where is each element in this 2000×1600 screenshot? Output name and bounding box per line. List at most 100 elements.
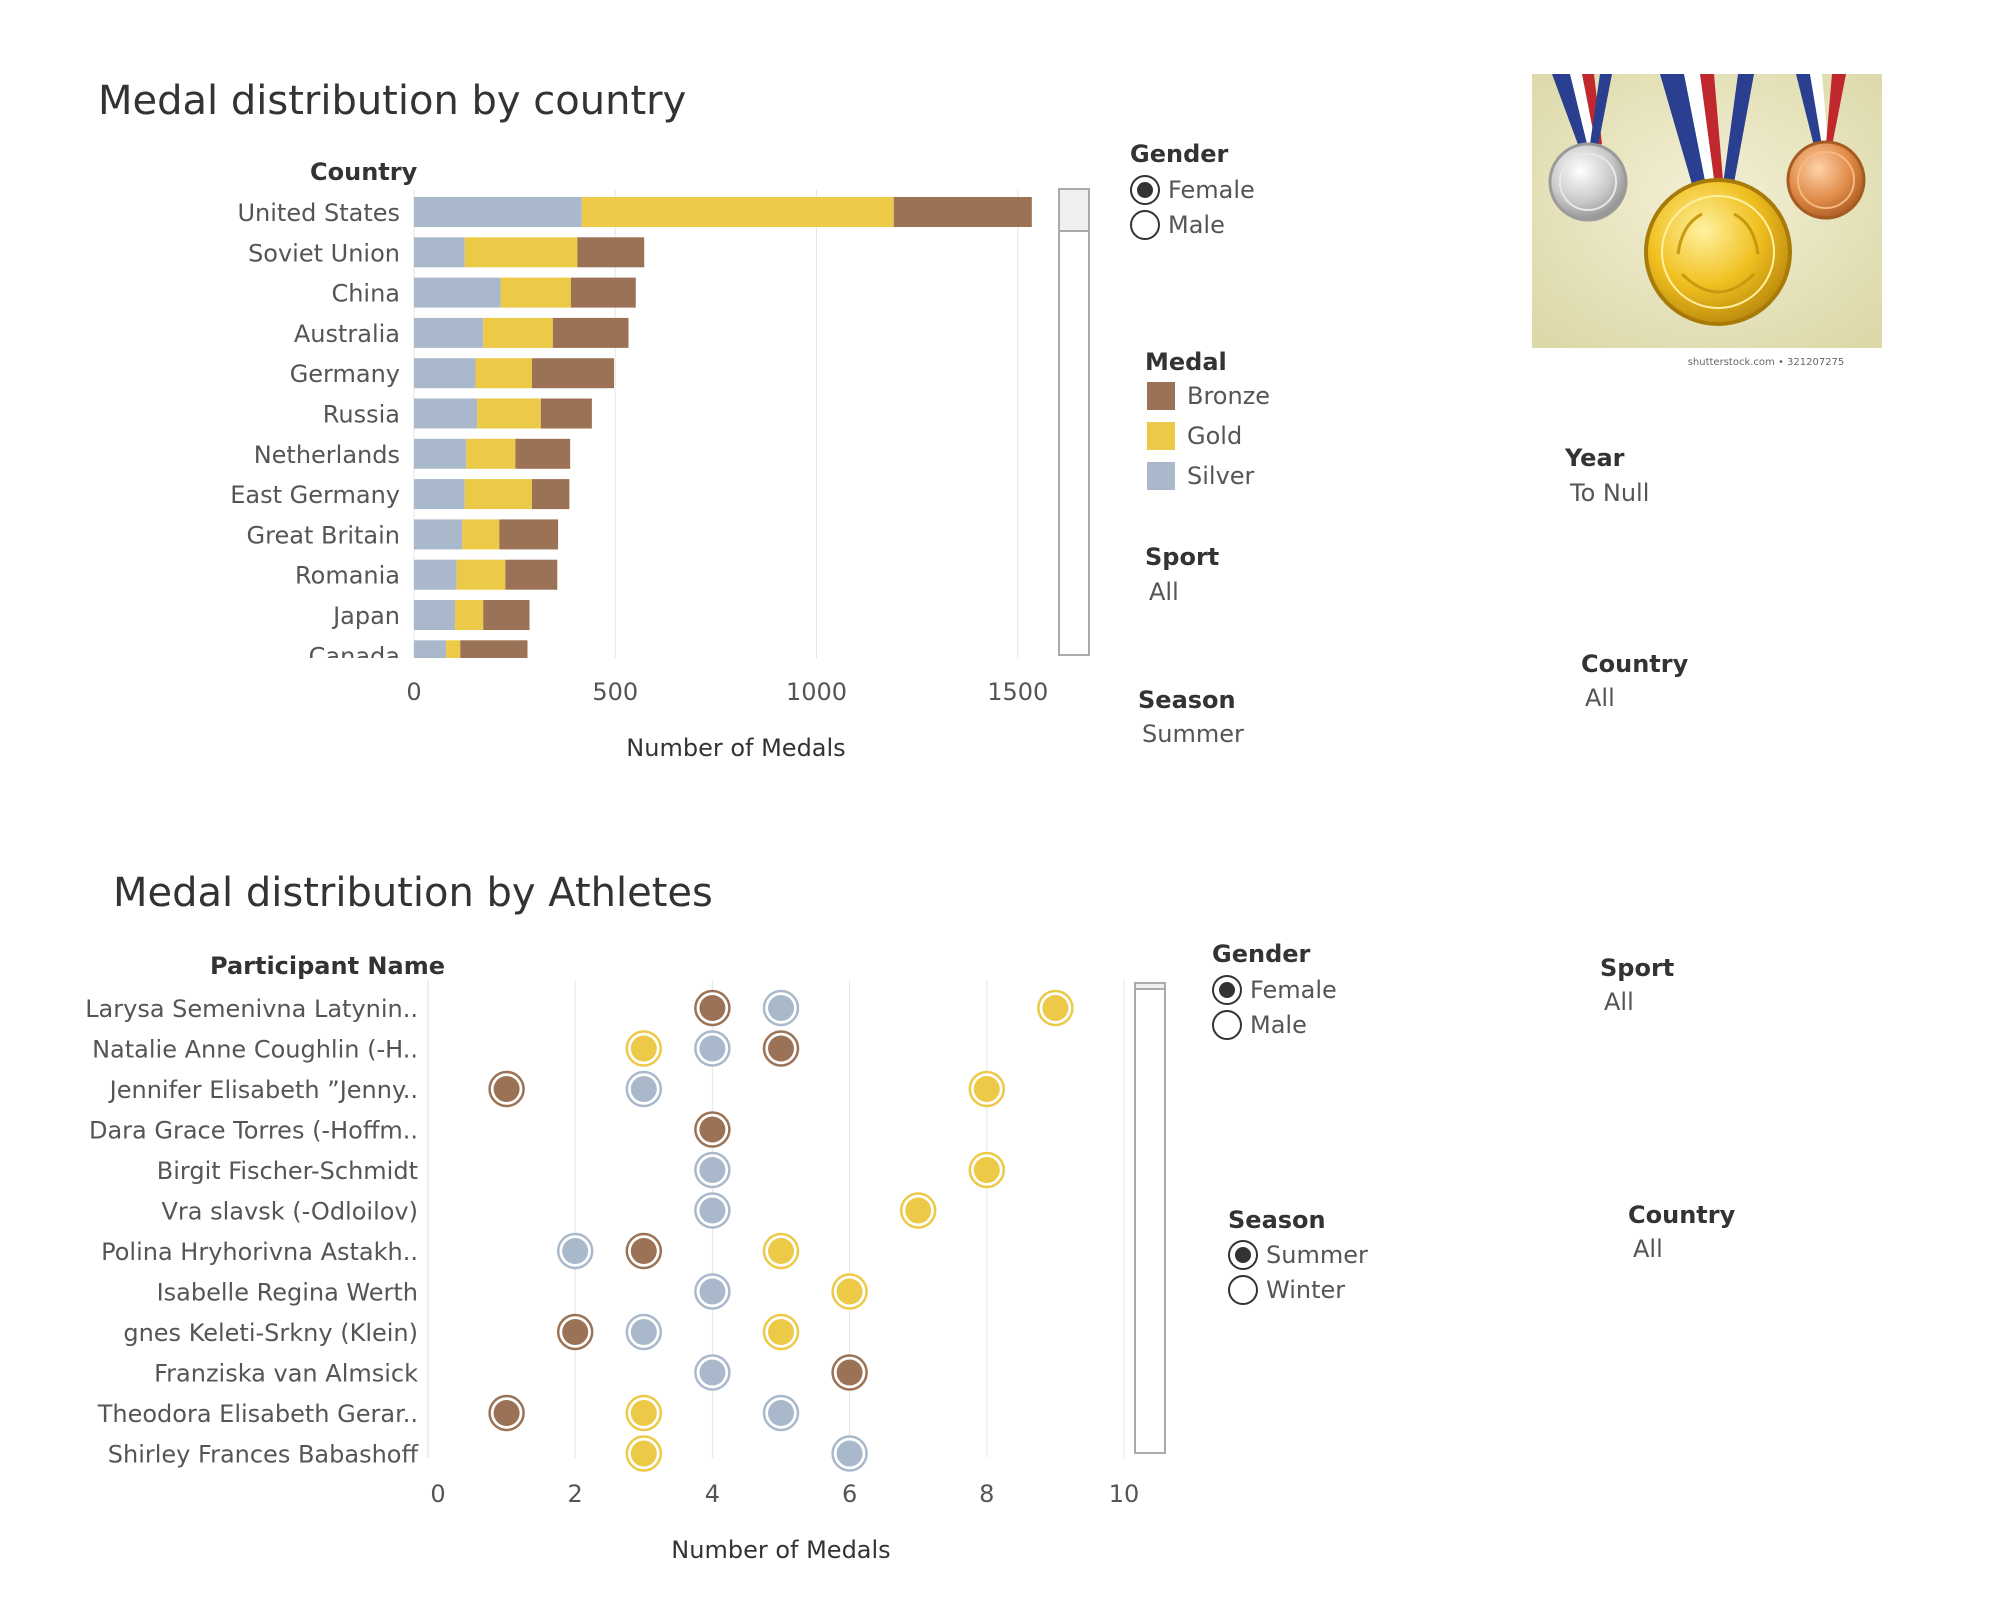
bar-bronze[interactable] — [499, 519, 559, 550]
legend-item-bronze[interactable]: Bronze — [1147, 382, 1270, 410]
silver-swatch — [1147, 462, 1175, 490]
dot-bronze[interactable] — [836, 1359, 863, 1386]
gender-option-label: Male — [1250, 1011, 1307, 1039]
bar-bronze[interactable] — [515, 438, 571, 469]
sport-filter-title: Sport — [1145, 543, 1220, 571]
radio-selected-icon — [1228, 1240, 1258, 1270]
bar-bronze[interactable] — [893, 197, 1032, 227]
bar-silver[interactable] — [414, 519, 463, 550]
bar-gold[interactable] — [464, 479, 532, 510]
dot-gold[interactable] — [630, 1035, 657, 1062]
bar-gold[interactable] — [456, 559, 506, 590]
dot-gold[interactable] — [768, 1319, 794, 1345]
athlete-dot-chart: 0 2 4 6 8 10 Larysa Semenivna Latynin.. Natalie… — [85, 980, 1139, 1560]
bar-bronze[interactable] — [531, 479, 570, 510]
participant-label: Theodora Elisabeth Gerar.. — [97, 1400, 418, 1428]
dot-silver[interactable] — [699, 1157, 726, 1183]
dot-gold[interactable] — [768, 1238, 794, 1264]
bar-bronze[interactable] — [483, 600, 530, 630]
legend-item-silver[interactable]: Silver — [1147, 462, 1254, 490]
dot-bronze[interactable] — [768, 1035, 794, 1062]
bar-gold[interactable] — [466, 438, 516, 469]
dot-silver[interactable] — [699, 1278, 726, 1305]
bar-silver[interactable] — [414, 358, 476, 389]
athlete-country-filter-value[interactable]: All — [1633, 1235, 1663, 1263]
bar-gold[interactable] — [464, 237, 578, 268]
gender-option-label: Male — [1168, 211, 1225, 239]
radio-unselected-icon — [1212, 1010, 1242, 1040]
bar-gold[interactable] — [500, 277, 571, 308]
country-scroll-thumb[interactable] — [1060, 190, 1088, 232]
bar-gold[interactable] — [446, 640, 461, 670]
bar-bronze[interactable] — [577, 237, 645, 268]
athlete-season-option-summer[interactable]: Summer — [1228, 1240, 1368, 1270]
dot-silver[interactable] — [699, 1359, 726, 1386]
bar-silver[interactable] — [414, 479, 465, 510]
country-filter-value[interactable]: All — [1585, 684, 1615, 712]
x-tick-label: 4 — [705, 1480, 720, 1508]
bar-silver[interactable] — [414, 600, 456, 630]
dot-gold[interactable] — [630, 1400, 657, 1426]
dot-bronze[interactable] — [699, 995, 726, 1021]
athlete-sport-filter-value[interactable]: All — [1604, 988, 1634, 1016]
bar-gold[interactable] — [581, 197, 894, 227]
sport-filter-value[interactable]: All — [1149, 578, 1179, 606]
dot-bronze[interactable] — [699, 1116, 726, 1143]
bar-gold[interactable] — [455, 600, 484, 630]
bar-bronze[interactable] — [505, 559, 558, 590]
dot-gold[interactable] — [836, 1278, 863, 1305]
dot-silver[interactable] — [699, 1035, 726, 1062]
bar-silver[interactable] — [414, 317, 484, 348]
country-chart-scrollbar[interactable] — [1058, 188, 1090, 656]
x-tick-label: 8 — [979, 1480, 994, 1508]
category-label: Germany — [290, 360, 400, 388]
legend-label: Gold — [1187, 422, 1243, 450]
bar-bronze[interactable] — [552, 317, 629, 348]
bar-silver[interactable] — [414, 438, 467, 469]
bar-silver[interactable] — [414, 559, 457, 590]
season-filter-value[interactable]: Summer — [1142, 720, 1244, 748]
x-axis-label: Number of Medals — [671, 1536, 890, 1560]
dot-silver[interactable] — [836, 1440, 863, 1467]
bar-gold[interactable] — [477, 398, 541, 429]
dot-gold[interactable] — [1042, 995, 1069, 1021]
dot-bronze[interactable] — [630, 1238, 657, 1264]
bar-silver[interactable] — [414, 237, 465, 268]
dot-silver[interactable] — [630, 1076, 657, 1102]
dot-gold[interactable] — [973, 1157, 1000, 1183]
bar-silver[interactable] — [414, 277, 501, 308]
gender-option-male[interactable]: Male — [1130, 210, 1225, 240]
bar-silver[interactable] — [414, 197, 582, 227]
bar-bronze[interactable] — [540, 398, 592, 429]
category-label: United States — [237, 199, 400, 227]
dot-gold[interactable] — [973, 1076, 1000, 1102]
athlete-gender-option-female[interactable]: Female — [1212, 975, 1337, 1005]
athlete-chart-scrollbar[interactable] — [1134, 982, 1166, 1454]
athlete-season-option-winter[interactable]: Winter — [1228, 1275, 1345, 1305]
bar-bronze[interactable] — [460, 640, 528, 670]
dot-gold[interactable] — [905, 1197, 932, 1224]
athlete-scroll-thumb[interactable] — [1136, 984, 1164, 990]
dot-silver[interactable] — [630, 1319, 657, 1345]
bar-bronze[interactable] — [531, 358, 615, 389]
dot-silver[interactable] — [562, 1238, 589, 1264]
bar-silver[interactable] — [414, 398, 478, 429]
bar-gold[interactable] — [483, 317, 553, 348]
dot-silver[interactable] — [768, 1400, 794, 1426]
athlete-gender-option-male[interactable]: Male — [1212, 1010, 1307, 1040]
radio-unselected-icon — [1228, 1275, 1258, 1305]
bar-silver[interactable] — [414, 640, 447, 670]
dot-silver[interactable] — [768, 995, 794, 1021]
dot-gold[interactable] — [630, 1440, 657, 1467]
bar-bronze[interactable] — [570, 277, 636, 308]
bar-gold[interactable] — [462, 519, 500, 550]
dot-bronze[interactable] — [493, 1076, 520, 1102]
legend-item-gold[interactable]: Gold — [1147, 422, 1242, 450]
dot-silver[interactable] — [699, 1197, 726, 1224]
year-filter-value[interactable]: To Null — [1570, 479, 1650, 507]
dot-bronze[interactable] — [562, 1319, 589, 1345]
gender-option-female[interactable]: Female — [1130, 175, 1255, 205]
athlete-sport-filter-title: Sport — [1600, 954, 1675, 982]
bar-gold[interactable] — [475, 358, 532, 389]
dot-bronze[interactable] — [493, 1400, 520, 1426]
